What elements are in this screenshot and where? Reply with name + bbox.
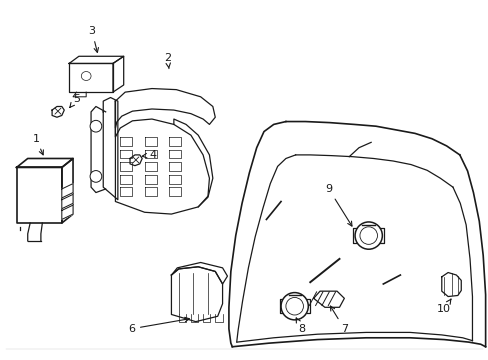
Polygon shape xyxy=(115,101,209,214)
Polygon shape xyxy=(171,267,222,321)
Polygon shape xyxy=(113,56,123,92)
Text: 7: 7 xyxy=(330,306,347,334)
Polygon shape xyxy=(52,107,64,117)
Text: 2: 2 xyxy=(163,53,171,69)
Text: 10: 10 xyxy=(436,299,450,314)
Circle shape xyxy=(285,297,303,315)
Polygon shape xyxy=(61,158,73,223)
Polygon shape xyxy=(17,158,73,167)
Polygon shape xyxy=(171,262,227,284)
Polygon shape xyxy=(130,155,142,166)
Circle shape xyxy=(90,171,102,182)
Polygon shape xyxy=(61,184,73,198)
Polygon shape xyxy=(115,89,215,128)
Ellipse shape xyxy=(81,72,91,81)
Text: 5: 5 xyxy=(70,94,80,107)
Polygon shape xyxy=(69,63,113,92)
Circle shape xyxy=(281,293,307,320)
Text: 1: 1 xyxy=(32,134,43,155)
Polygon shape xyxy=(17,167,61,223)
Text: 6: 6 xyxy=(128,317,189,334)
Polygon shape xyxy=(103,98,118,200)
Polygon shape xyxy=(313,291,344,307)
Circle shape xyxy=(90,120,102,132)
Circle shape xyxy=(359,227,377,244)
Polygon shape xyxy=(441,273,460,297)
Polygon shape xyxy=(61,205,73,220)
Text: 3: 3 xyxy=(88,26,98,52)
Text: 4: 4 xyxy=(142,150,156,160)
Polygon shape xyxy=(91,107,105,193)
Text: 9: 9 xyxy=(325,184,351,226)
Polygon shape xyxy=(69,56,123,63)
Circle shape xyxy=(354,222,382,249)
Polygon shape xyxy=(61,194,73,209)
Polygon shape xyxy=(174,119,212,207)
Text: 8: 8 xyxy=(296,318,305,334)
